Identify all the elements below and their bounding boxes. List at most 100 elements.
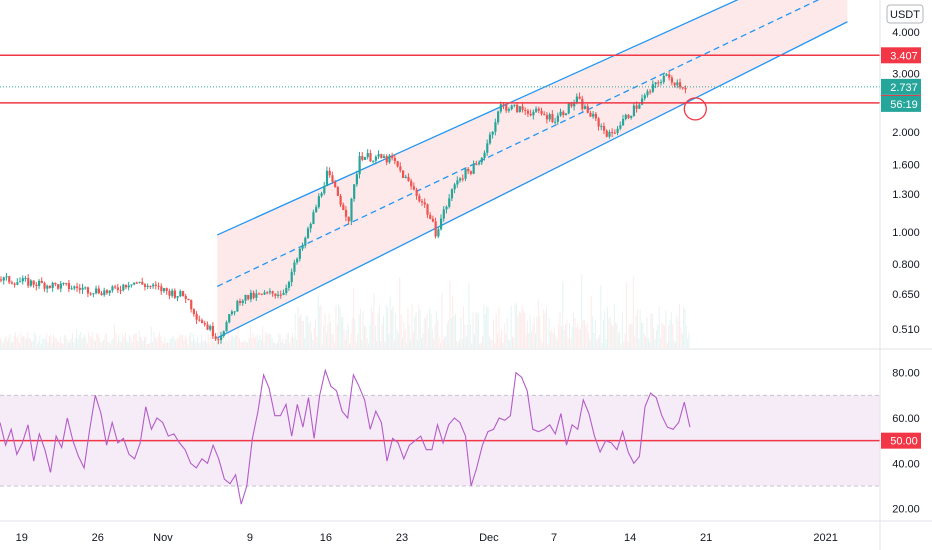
price-level-badge[interactable]	[881, 47, 921, 64]
candle[interactable]	[347, 216, 350, 225]
candle[interactable]	[97, 285, 100, 295]
rsi-line[interactable]	[0, 368, 691, 505]
candle[interactable]	[401, 170, 405, 179]
candle[interactable]	[19, 277, 22, 283]
candle[interactable]	[143, 283, 147, 291]
candle[interactable]	[176, 296, 179, 302]
candle[interactable]	[282, 289, 285, 296]
candle[interactable]	[165, 287, 168, 295]
candle[interactable]	[57, 283, 60, 290]
candle[interactable]	[209, 324, 212, 332]
candle[interactable]	[665, 72, 668, 77]
candle[interactable]	[662, 72, 665, 85]
candle[interactable]	[660, 79, 663, 86]
candle[interactable]	[646, 89, 649, 98]
candle[interactable]	[605, 129, 608, 138]
candle[interactable]	[160, 283, 163, 295]
candle[interactable]	[594, 112, 598, 121]
candle[interactable]	[244, 294, 247, 305]
candle[interactable]	[306, 226, 310, 239]
candle[interactable]	[119, 285, 122, 295]
candle[interactable]	[516, 102, 519, 114]
candle[interactable]	[526, 108, 530, 117]
candle[interactable]	[469, 170, 473, 176]
currency-badge[interactable]: USDT	[886, 4, 924, 24]
candle[interactable]	[296, 257, 299, 265]
candle[interactable]	[410, 178, 413, 190]
candle[interactable]	[225, 320, 228, 332]
candle[interactable]	[589, 110, 592, 118]
candle[interactable]	[535, 106, 538, 113]
candle[interactable]	[239, 298, 242, 306]
candle[interactable]	[40, 277, 43, 284]
candle[interactable]	[420, 199, 424, 206]
candle[interactable]	[442, 205, 445, 222]
candle[interactable]	[154, 281, 158, 290]
candle[interactable]	[632, 102, 636, 117]
candle[interactable]	[46, 284, 49, 293]
candle[interactable]	[513, 104, 516, 108]
candle[interactable]	[157, 282, 160, 290]
candle[interactable]	[431, 215, 435, 223]
candle[interactable]	[597, 117, 600, 131]
candle[interactable]	[429, 212, 432, 220]
candle[interactable]	[43, 281, 46, 292]
candle[interactable]	[529, 109, 532, 117]
candle[interactable]	[353, 184, 356, 202]
candle[interactable]	[266, 291, 269, 295]
candle[interactable]	[124, 284, 128, 290]
candle[interactable]	[363, 156, 367, 161]
candle[interactable]	[78, 284, 81, 294]
candle[interactable]	[198, 315, 201, 322]
candle[interactable]	[8, 275, 11, 285]
candle[interactable]	[336, 186, 339, 197]
candle[interactable]	[312, 209, 315, 225]
candle[interactable]	[461, 174, 464, 182]
candle[interactable]	[404, 174, 407, 179]
candle[interactable]	[616, 125, 619, 136]
candle[interactable]	[116, 283, 119, 293]
candle[interactable]	[654, 81, 657, 89]
candle[interactable]	[315, 204, 318, 213]
candle[interactable]	[268, 288, 272, 295]
candle[interactable]	[10, 280, 14, 285]
candle[interactable]	[320, 191, 323, 198]
candle[interactable]	[258, 292, 261, 295]
candle[interactable]	[114, 284, 117, 290]
candle[interactable]	[279, 290, 282, 299]
highlight-circle[interactable]	[683, 97, 707, 121]
candle[interactable]	[247, 294, 250, 301]
candle[interactable]	[608, 129, 611, 139]
candle[interactable]	[567, 101, 570, 115]
candle[interactable]	[187, 298, 190, 301]
candle[interactable]	[138, 281, 141, 284]
candle[interactable]	[518, 105, 521, 113]
candle[interactable]	[679, 78, 682, 90]
candle[interactable]	[304, 236, 307, 249]
candle[interactable]	[100, 290, 103, 296]
candle[interactable]	[418, 193, 421, 203]
candle[interactable]	[111, 285, 114, 293]
candle[interactable]	[86, 286, 90, 298]
candle[interactable]	[423, 198, 426, 208]
candle[interactable]	[293, 259, 296, 276]
candle[interactable]	[521, 102, 524, 113]
candle[interactable]	[578, 92, 581, 100]
candle[interactable]	[222, 330, 225, 338]
candle[interactable]	[317, 193, 320, 209]
candle[interactable]	[342, 202, 345, 211]
candle[interactable]	[95, 285, 98, 295]
candle[interactable]	[200, 318, 204, 324]
candle[interactable]	[2, 276, 5, 285]
candle[interactable]	[554, 117, 557, 125]
candle[interactable]	[491, 131, 494, 139]
candle[interactable]	[331, 171, 334, 185]
candle[interactable]	[372, 160, 375, 164]
candle[interactable]	[668, 70, 671, 81]
candle[interactable]	[65, 282, 68, 286]
candle[interactable]	[323, 181, 326, 196]
candle[interactable]	[624, 113, 627, 121]
candle[interactable]	[627, 114, 630, 120]
countdown-badge[interactable]	[881, 95, 921, 112]
